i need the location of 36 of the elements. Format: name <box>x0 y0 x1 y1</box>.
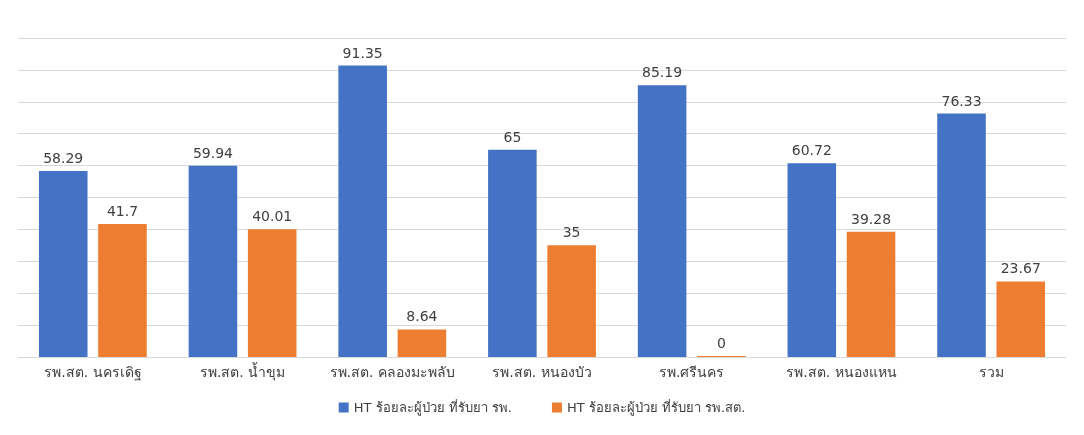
bar <box>637 85 687 357</box>
bar <box>488 149 537 357</box>
data-label: 58.29 <box>43 150 84 167</box>
x-tick-label: รพ.สต. นครเดิฐ <box>44 364 142 381</box>
bar <box>247 229 297 357</box>
legend-label: HT ร้อยละผู้ป่วย ที่รับยา รพ. <box>353 399 512 416</box>
x-tick-label: รพ.สต. คลองมะพลับ <box>329 364 455 380</box>
data-label: 91.35 <box>342 44 383 61</box>
data-label: 76.33 <box>941 92 982 109</box>
data-label: 65 <box>503 128 522 145</box>
bar <box>846 231 896 357</box>
bar <box>38 171 88 357</box>
data-label: 59.94 <box>192 144 234 161</box>
bar <box>397 329 447 357</box>
data-label: 39.28 <box>851 210 892 227</box>
data-label: 35 <box>562 224 581 241</box>
x-tick-label: รพ.ศรีนคร <box>658 364 725 380</box>
bar <box>787 163 837 357</box>
x-tick-label: รวม <box>978 364 1004 380</box>
data-label: 85.19 <box>642 64 683 81</box>
bar <box>996 281 1046 357</box>
data-label: 40.01 <box>252 208 293 225</box>
x-tick-label: รพ.สต. หนองแหน <box>786 364 897 380</box>
x-tick-label: รพ.สต. หนองบัว <box>492 364 592 380</box>
data-label: 23.67 <box>1000 260 1041 277</box>
legend-label: HT ร้อยละผู้ป่วย ที่รับยา รพ.สต. <box>566 399 746 416</box>
bar <box>937 113 986 357</box>
x-tick-label: รพ.สต. น้ำขุม <box>199 362 286 381</box>
data-label: 0 <box>716 335 726 351</box>
data-label: 8.64 <box>406 308 438 325</box>
data-label: 41.7 <box>106 202 139 219</box>
bar <box>338 65 387 357</box>
data-label: 60.72 <box>791 142 832 159</box>
bar <box>188 165 238 357</box>
bar <box>98 223 147 357</box>
bar <box>547 245 596 357</box>
